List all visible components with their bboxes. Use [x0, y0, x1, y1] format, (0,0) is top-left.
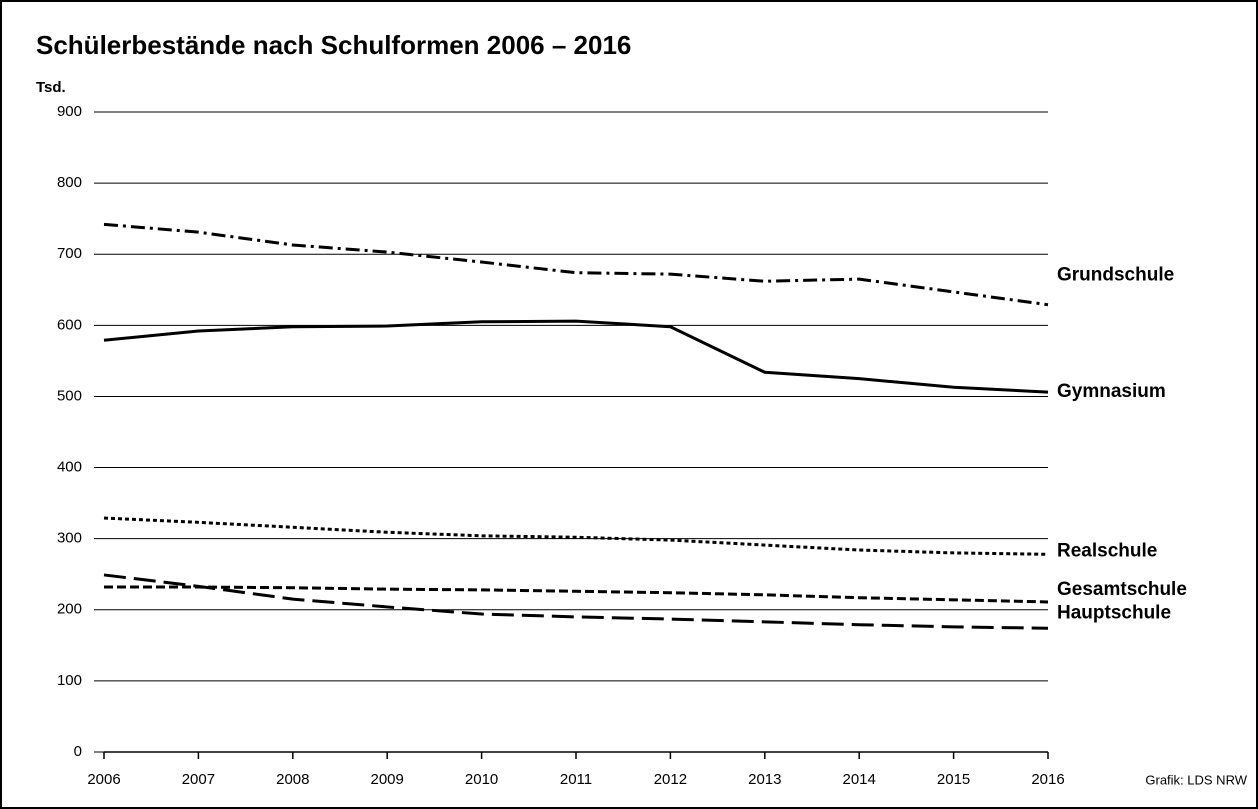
series-label: Hauptschule	[1057, 602, 1171, 623]
y-tick-label: 100	[57, 672, 82, 689]
x-tick-label: 2009	[371, 771, 404, 788]
x-tick-label: 2007	[182, 771, 215, 788]
y-tick-label: 400	[57, 459, 82, 476]
x-tick-label: 2016	[1031, 771, 1064, 788]
series-line	[103, 319, 1049, 394]
x-tick-label: 2015	[937, 771, 970, 788]
x-tick-label: 2010	[465, 771, 498, 788]
x-tick-label: 2012	[654, 771, 687, 788]
y-tick-label: 800	[57, 174, 82, 191]
y-axis-label: Tsd.	[36, 79, 66, 96]
series-line	[104, 585, 1049, 604]
y-tick-label: 0	[74, 743, 82, 760]
y-tick-label: 700	[57, 245, 82, 262]
series-line	[103, 573, 1049, 630]
y-tick-label: 500	[57, 387, 82, 404]
series-label: Gymnasium	[1057, 381, 1166, 402]
x-tick-label: 2006	[87, 771, 120, 788]
series-label: Gesamtschule	[1057, 579, 1187, 600]
chart-title: Schülerbestände nach Schulformen 2006 – …	[36, 30, 631, 60]
series-line	[103, 222, 1049, 307]
source: Grafik: LDS NRW	[1145, 772, 1247, 787]
x-tick-label: 2008	[276, 771, 309, 788]
series-label: Grundschule	[1057, 265, 1174, 286]
series-line	[103, 516, 1049, 556]
x-tick-label: 2014	[843, 771, 876, 788]
x-tick-label: 2013	[748, 771, 781, 788]
y-tick-label: 600	[57, 316, 82, 333]
y-tick-label: 200	[57, 601, 82, 618]
y-tick-label: 300	[57, 530, 82, 547]
x-tick-label: 2011	[560, 771, 592, 788]
y-tick-label: 900	[57, 103, 82, 120]
series-label: Realschule	[1057, 540, 1157, 561]
